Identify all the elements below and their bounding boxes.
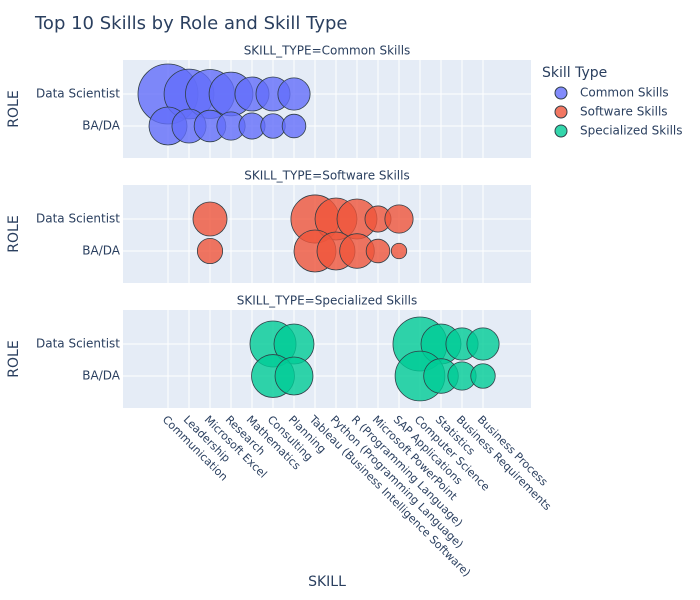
legend-marker (554, 124, 568, 138)
y-tick-label: BA/DA (82, 119, 121, 133)
y-tick-label: Data Scientist (36, 87, 120, 101)
y-axis-label: ROLE (6, 90, 22, 127)
bubble (365, 238, 391, 264)
legend-label: Specialized Skills (580, 124, 683, 138)
bubble (192, 201, 228, 237)
bubble (260, 113, 286, 139)
bubble (390, 242, 408, 260)
legend-marker (554, 105, 568, 119)
facet-title: SKILL_TYPE=Specialized Skills (237, 294, 417, 308)
x-axis-label: SKILL (308, 574, 346, 590)
legend-label: Common Skills (580, 86, 669, 100)
bubble (281, 113, 307, 139)
y-tick-label: BA/DA (82, 369, 121, 383)
legend-label: Software Skills (580, 105, 668, 119)
y-tick-label: BA/DA (82, 244, 121, 258)
y-tick-label: Data Scientist (36, 337, 120, 351)
bubble (277, 77, 311, 111)
legend-marker (554, 86, 568, 100)
y-axis-label: ROLE (6, 215, 22, 252)
plot-background (123, 310, 531, 408)
bubble (384, 204, 414, 234)
bubble (196, 237, 224, 265)
legend-title: Skill Type (542, 65, 607, 81)
y-axis-label: ROLE (6, 340, 22, 377)
facet-title: SKILL_TYPE=Common Skills (244, 44, 411, 58)
bubble (470, 363, 496, 389)
y-tick-label: Data Scientist (36, 212, 120, 226)
bubble (466, 327, 500, 361)
bubble (274, 356, 314, 396)
chart-title: Top 10 Skills by Role and Skill Type (34, 13, 348, 34)
facet-title: SKILL_TYPE=Software Skills (244, 169, 409, 183)
